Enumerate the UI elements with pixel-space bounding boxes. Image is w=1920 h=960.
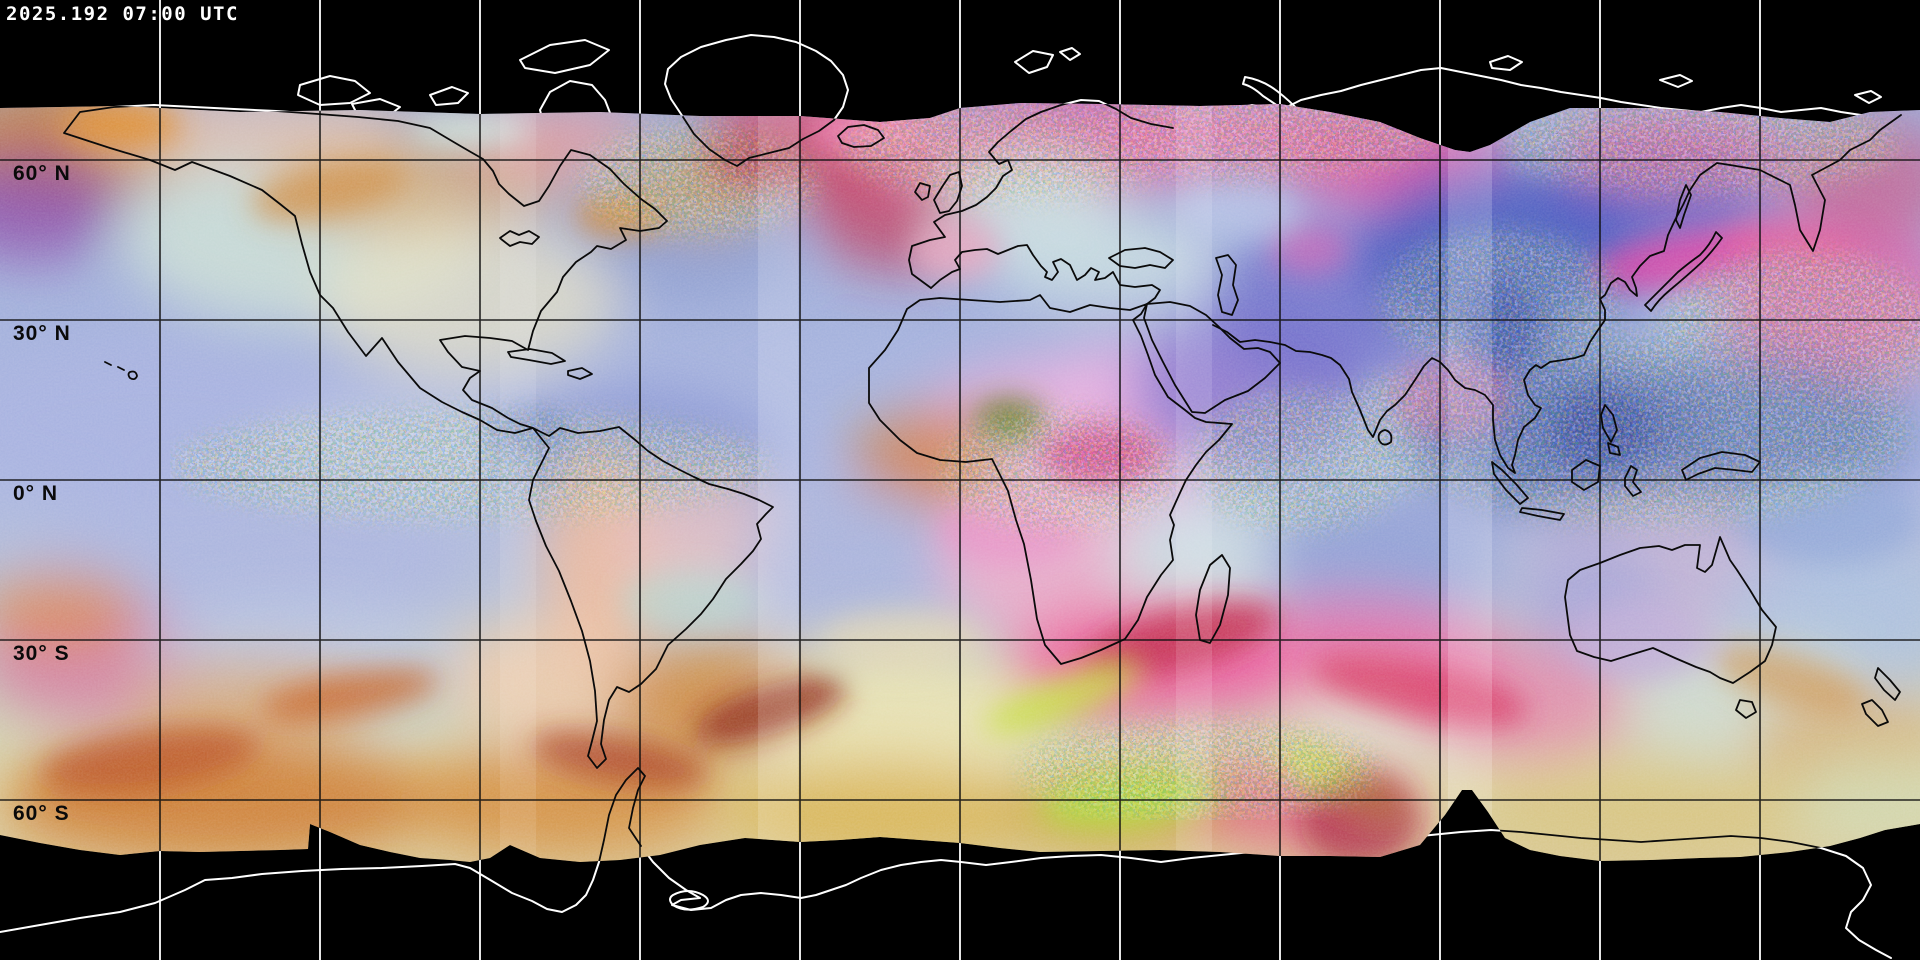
satellite-seams	[500, 103, 1492, 860]
coastlines-over-imagery	[63, 103, 1902, 862]
lat-label-0n: 0° N	[13, 482, 59, 505]
lat-label-60n: 60° N	[13, 162, 71, 185]
lat-label-30s: 30° S	[13, 642, 70, 665]
lat-label-60s: 60° S	[13, 802, 70, 825]
lat-label-30n: 30° N	[13, 322, 71, 345]
timestamp-label: 2025.192 07:00 UTC	[6, 3, 239, 25]
